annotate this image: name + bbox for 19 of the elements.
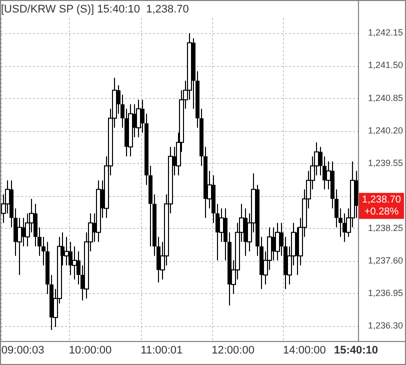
y-tick-label: 1,240.20 xyxy=(368,125,404,136)
y-tick-label: 1,236.30 xyxy=(368,320,404,330)
y-tick-label: 1,240.85 xyxy=(368,92,404,103)
text: 1,238.70 +0.28% xyxy=(362,194,402,218)
x-tick-label: 15:40:10 xyxy=(334,344,378,357)
candlestick xyxy=(275,222,280,261)
y-tick-label: 1,239.55 xyxy=(368,158,404,168)
chart-title: [USD/KRW SP (S)] 15:40:10 1,238.70 xyxy=(1,4,189,16)
x-tick-label: 10:00:00 xyxy=(68,344,112,357)
x-tick-label: 14:00:00 xyxy=(283,344,326,357)
candlestick xyxy=(136,99,141,138)
y-tick-label: 1,241.50 xyxy=(368,60,404,70)
y-tick-label: 1,236.95 xyxy=(368,288,404,298)
y-tick-label: 1,242.15 xyxy=(368,28,404,38)
y-tick-label: 1,238.25 xyxy=(368,222,404,233)
x-tick-label: 11:00:01 xyxy=(140,344,183,357)
y-tick-label: 1,237.60 xyxy=(368,255,404,266)
x-tick-label: 09:00:03 xyxy=(1,344,44,357)
x-tick-label: 12:00:00 xyxy=(212,344,254,357)
